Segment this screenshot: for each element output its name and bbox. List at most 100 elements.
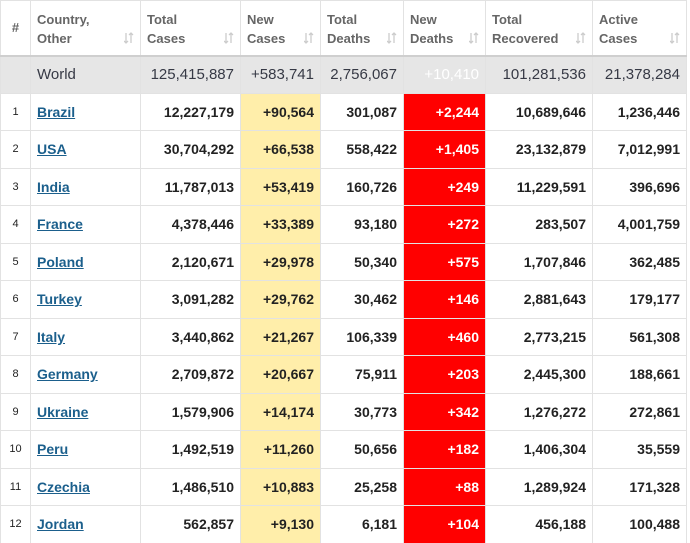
number-cell: 2,120,671 [140,242,241,281]
number-cell: +10,883 [240,467,321,506]
country-row: 12 Jordan 562,857 +9,130 6,181 +104 456,188 100… [0,505,687,543]
number-cell: +10,410 [403,55,486,94]
number-cell: +2,244 [403,92,486,131]
column-header[interactable]: New Deaths [403,0,486,57]
country-cell: Poland [30,242,141,281]
number-cell: 1,276,272 [485,392,593,431]
number-cell: 362,485 [592,242,687,281]
number-cell: 1,707,846 [485,242,593,281]
country-row: 11 Czechia 1,486,510 +10,883 25,258 +88 1,289,… [0,467,687,506]
column-header[interactable]: Total Cases [140,0,241,57]
number-cell: +29,762 [240,280,321,319]
country-cell: Turkey [30,280,141,319]
number-cell: 30,704,292 [140,130,241,169]
index-cell: 5 [0,242,31,281]
header-label: # [11,20,20,36]
number-cell: 562,857 [140,505,241,543]
number-cell: 2,881,643 [485,280,593,319]
number-cell: 2,709,872 [140,355,241,394]
number-cell: 2,445,300 [485,355,593,394]
index-cell: 6 [0,280,31,319]
number-cell: 35,559 [592,430,687,469]
number-cell: +342 [403,392,486,431]
number-cell: 160,726 [320,167,404,206]
column-header[interactable]: Total Deaths [320,0,404,57]
number-cell: +249 [403,167,486,206]
number-cell: +29,978 [240,242,321,281]
sort-icon [670,31,680,44]
country-row: 9 Ukraine 1,579,906 +14,174 30,773 +342 1,276,… [0,392,687,431]
index-cell: 9 [0,392,31,431]
country-link[interactable]: USA [37,141,67,158]
country-link[interactable]: India [37,178,70,195]
country-link[interactable]: Poland [37,253,84,270]
country-cell: Brazil [30,92,141,131]
number-cell: 272,861 [592,392,687,431]
country-cell: Germany [30,355,141,394]
sort-icon [469,31,479,44]
number-cell: +88 [403,467,486,506]
country-link[interactable]: Ukraine [37,403,89,420]
index-cell: 8 [0,355,31,394]
header-label: Total Recovered [492,12,559,46]
number-cell: 4,378,446 [140,205,241,244]
index-cell: 2 [0,130,31,169]
column-header[interactable]: Country, Other [30,0,141,57]
country-cell: USA [30,130,141,169]
country-link[interactable]: Germany [37,366,98,383]
country-link[interactable]: France [37,216,83,233]
number-cell: 396,696 [592,167,687,206]
country-cell: Peru [30,430,141,469]
country-cell: France [30,205,141,244]
country-link[interactable]: Czechia [37,478,90,495]
header-label: Total Deaths [327,12,371,46]
number-cell: 3,091,282 [140,280,241,319]
country-link[interactable]: Brazil [37,103,76,120]
number-cell: +14,174 [240,392,321,431]
column-header[interactable]: New Cases [240,0,321,57]
country-row: 7 Italy 3,440,862 +21,267 106,339 +460 2,773,2… [0,317,687,356]
number-cell: 6,181 [320,505,404,543]
country-row: 4 France 4,378,446 +33,389 93,180 +272 283,507… [0,205,687,244]
number-cell: +182 [403,430,486,469]
number-cell: +53,419 [240,167,321,206]
number-cell: +33,389 [240,205,321,244]
number-cell: 101,281,536 [485,55,593,94]
number-cell: 561,308 [592,317,687,356]
country-row: 1 Brazil 12,227,179 +90,564 301,087 +2,244 10,… [0,92,687,131]
number-cell: +11,260 [240,430,321,469]
number-cell: 301,087 [320,92,404,131]
number-cell: +104 [403,505,486,543]
column-header[interactable]: Active Cases [592,0,687,57]
number-cell: 10,689,646 [485,92,593,131]
column-header[interactable]: Total Recovered [485,0,593,57]
number-cell: 558,422 [320,130,404,169]
country-row: 5 Poland 2,120,671 +29,978 50,340 +575 1,707,8… [0,242,687,281]
number-cell: 11,229,591 [485,167,593,206]
country-link[interactable]: Turkey [37,291,82,308]
country-row: 6 Turkey 3,091,282 +29,762 30,462 +146 2,881,6… [0,280,687,319]
number-cell: +9,130 [240,505,321,543]
number-cell: +575 [403,242,486,281]
number-cell: +20,667 [240,355,321,394]
number-cell: +1,405 [403,130,486,169]
number-cell: 12,227,179 [140,92,241,131]
country-cell: Italy [30,317,141,356]
country-row: 2 USA 30,704,292 +66,538 558,422 +1,405 23,132… [0,130,687,169]
number-cell: 283,507 [485,205,593,244]
number-cell: 3,440,862 [140,317,241,356]
number-cell: 179,177 [592,280,687,319]
number-cell: 4,001,759 [592,205,687,244]
number-cell: 1,579,906 [140,392,241,431]
country-cell: World [30,55,141,94]
sort-icon [576,31,586,44]
country-link[interactable]: Jordan [37,516,84,533]
number-cell: 1,236,446 [592,92,687,131]
header-label: Country, Other [37,12,90,46]
header-label: New Deaths [410,12,454,46]
country-link[interactable]: Peru [37,441,69,458]
number-cell: 11,787,013 [140,167,241,206]
country-row: 3 India 11,787,013 +53,419 160,726 +249 11,229… [0,167,687,206]
number-cell: 1,406,304 [485,430,593,469]
country-link[interactable]: Italy [37,328,66,345]
